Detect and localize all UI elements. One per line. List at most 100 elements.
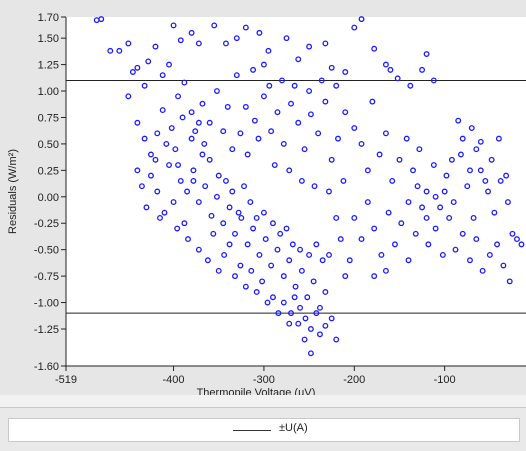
data-point: [358, 140, 365, 147]
data-point: [307, 326, 314, 332]
data-point: [326, 188, 332, 195]
y-tick-label: 1.70: [38, 12, 59, 24]
y-tick-label: -1.60: [34, 361, 59, 373]
data-point: [195, 40, 202, 47]
data-point: [275, 310, 282, 317]
data-point: [423, 188, 430, 195]
data-point: [482, 177, 489, 184]
footer-strip: [0, 395, 526, 407]
data-point: [328, 64, 335, 71]
data-point: [464, 183, 471, 190]
data-point: [237, 130, 244, 137]
data-point: [333, 82, 340, 89]
data-point: [116, 47, 123, 54]
data-point: [485, 188, 491, 195]
data-point: [229, 188, 236, 195]
data-point: [262, 236, 269, 243]
data-point: [333, 336, 340, 343]
data-point: [389, 177, 396, 184]
data-point: [497, 177, 504, 184]
data-point: [307, 111, 314, 118]
data-point: [148, 151, 154, 158]
data-point: [232, 273, 238, 280]
y-tick-label: 1.50: [38, 33, 59, 45]
data-point: [188, 109, 195, 116]
data-point: [283, 225, 290, 232]
data-point: [170, 199, 177, 206]
data-point: [328, 315, 335, 322]
data-point: [297, 246, 304, 253]
data-point: [473, 236, 480, 243]
data-point: [358, 16, 365, 23]
data-point: [154, 188, 161, 195]
data-point: [467, 167, 473, 174]
data-point: [226, 204, 233, 211]
data-point: [141, 135, 148, 142]
data-point: [318, 77, 325, 84]
data-point: [268, 262, 275, 269]
data-point: [358, 236, 365, 243]
data-point: [195, 119, 202, 126]
data-point: [224, 103, 231, 110]
data-point: [392, 241, 398, 248]
data-point: [154, 130, 161, 137]
data-point: [148, 172, 154, 179]
data-point: [274, 109, 281, 116]
data-point: [271, 162, 278, 169]
data-point: [477, 138, 484, 145]
data-point: [322, 289, 329, 295]
data-point: [333, 214, 340, 221]
data-point: [232, 230, 238, 237]
y-tick-label: -0.75: [34, 271, 59, 283]
data-point: [316, 304, 323, 311]
data-point: [266, 82, 273, 89]
data-point: [467, 257, 473, 264]
data-point: [168, 125, 175, 131]
data-point: [500, 262, 507, 269]
data-point: [174, 225, 181, 232]
data-point: [473, 146, 480, 153]
data-point: [233, 35, 240, 42]
data-point: [195, 199, 202, 206]
data-point: [385, 209, 392, 216]
data-point: [280, 140, 287, 147]
data-point: [145, 58, 152, 65]
plot-area: [66, 17, 526, 366]
data-point: [242, 24, 249, 31]
data-point: [177, 177, 184, 184]
data-point: [134, 167, 141, 174]
data-point: [244, 151, 251, 158]
y-tick-label: -0.25: [34, 218, 59, 230]
data-point: [337, 236, 344, 243]
data-points: [93, 16, 525, 357]
data-point: [288, 310, 294, 317]
data-point: [437, 204, 444, 211]
data-point: [229, 146, 236, 153]
data-point: [181, 79, 188, 86]
data-point: [450, 199, 457, 206]
data-point: [215, 172, 222, 179]
data-point: [342, 273, 349, 280]
x-tick-label: -100: [434, 374, 456, 386]
legend: ±U(A): [8, 418, 520, 442]
reference-lines: [66, 79, 526, 314]
data-point: [190, 167, 197, 174]
data-point: [364, 199, 371, 206]
data-point: [414, 183, 421, 190]
data-point: [134, 119, 141, 126]
data-point: [159, 72, 166, 79]
data-point: [179, 114, 186, 121]
data-point: [322, 322, 329, 329]
data-point: [253, 214, 260, 221]
data-point: [326, 252, 332, 258]
data-point: [288, 100, 294, 107]
data-point: [177, 37, 184, 44]
data-point: [238, 214, 245, 221]
data-point: [295, 119, 302, 126]
data-point: [405, 199, 412, 206]
data-point: [161, 209, 168, 216]
data-point: [184, 188, 191, 195]
data-point: [210, 230, 217, 237]
data-point: [369, 98, 376, 105]
data-point: [213, 88, 220, 94]
